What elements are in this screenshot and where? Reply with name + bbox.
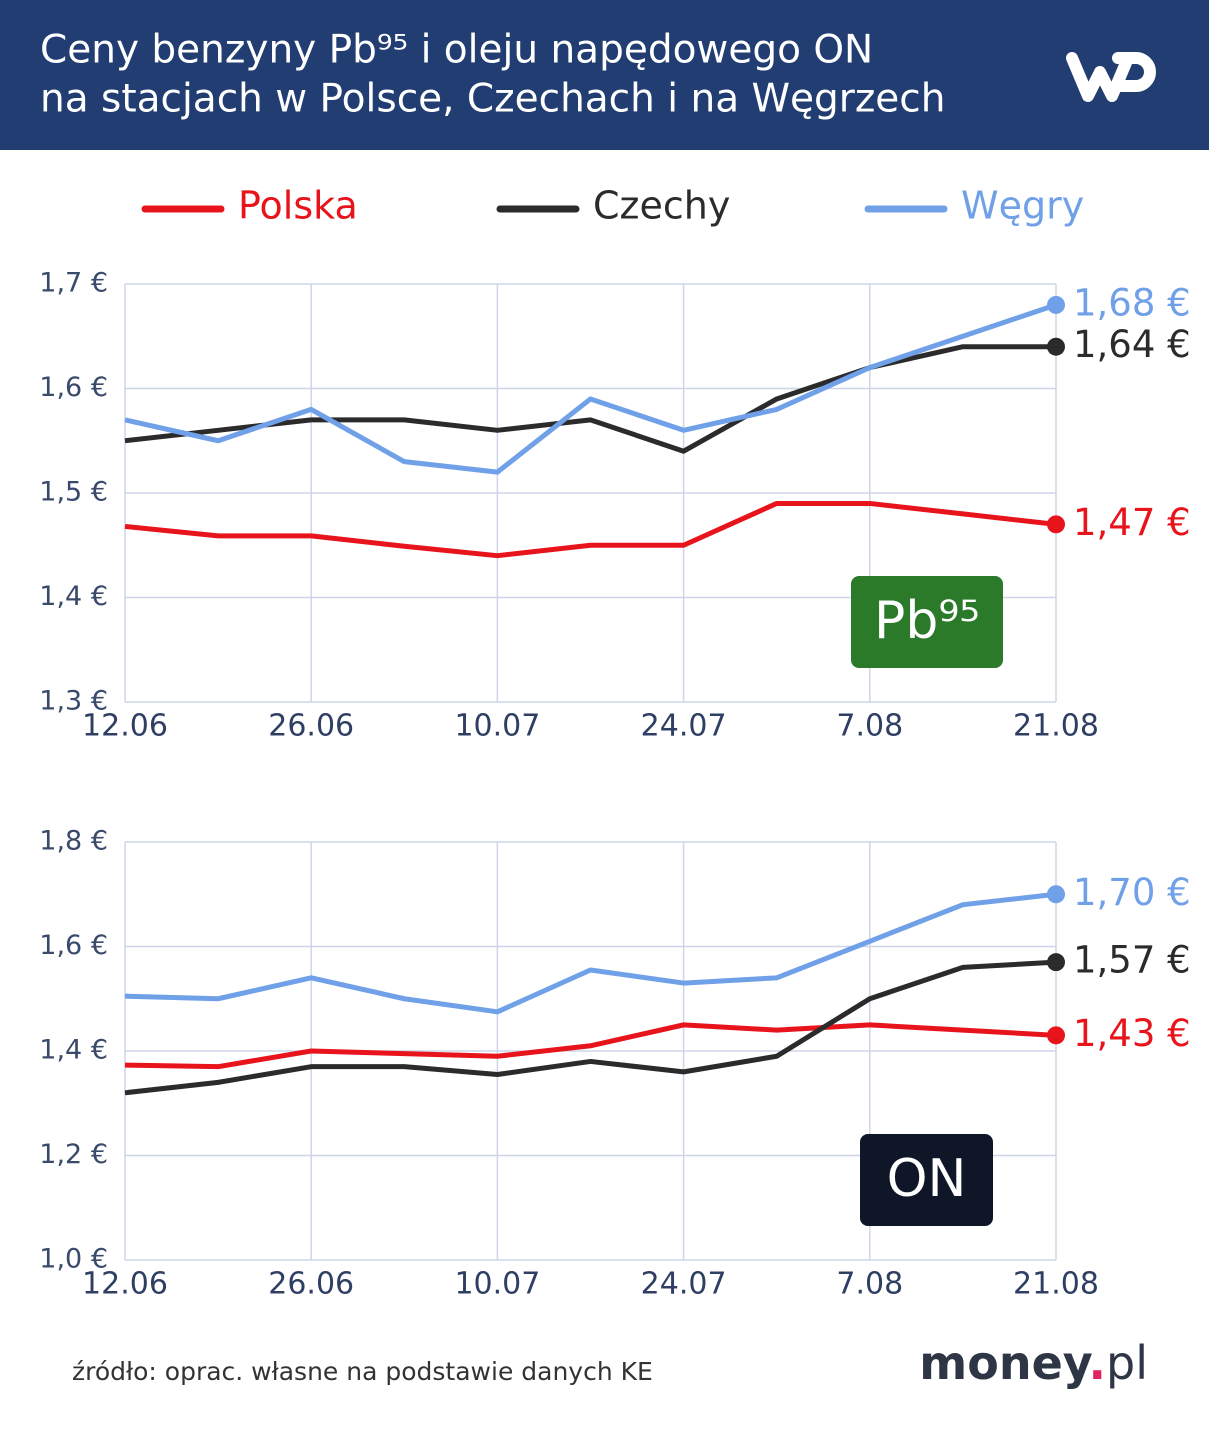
y-tick-label: 1,6 € [39,372,108,403]
y-tick-label: 1,3 € [39,686,108,717]
y-tick-label: 1,5 € [39,477,108,508]
end-point [1047,337,1065,356]
x-tick-label: 7.08 [836,1267,903,1302]
series-line [124,500,1057,559]
value-label: 1,68 € [1073,281,1191,324]
series-line [124,891,1057,1015]
value-label: 1,64 € [1073,323,1191,366]
badge-bg [860,1134,993,1226]
x-tick-label: 26.06 [268,709,354,744]
x-tick-label: 7.08 [836,709,903,744]
end-point [1047,295,1065,314]
y-tick-label: 1,4 € [39,581,108,612]
series-line [124,959,1057,1096]
brand-part: money [919,1336,1092,1390]
value-label: 1,70 € [1073,871,1191,914]
wp-logo [1066,52,1156,102]
y-tick-label: 1,8 € [39,826,108,857]
source: źródło: oprac. własne na podstawie danyc… [72,1357,653,1386]
header-band [0,0,1209,150]
value-label: 1,47 € [1073,501,1191,544]
legend-label: Węgry [961,184,1084,228]
x-tick-label: 10.07 [454,709,540,744]
x-tick-label: 12.06 [82,1267,168,1302]
x-tick-label: 21.08 [1013,709,1099,744]
badge: Pb⁹⁵ [874,591,980,651]
end-point [1047,515,1065,534]
brand-part: . [1089,1336,1106,1390]
brand: money.pl [919,1336,1148,1390]
end-point [1047,953,1065,972]
y-tick-label: 1,0 € [39,1244,108,1275]
y-tick-label: 1,7 € [39,268,108,299]
series-line [124,302,1057,475]
x-tick-label: 26.06 [268,1267,354,1302]
value-label: 1,43 € [1073,1012,1191,1055]
end-point [1047,1026,1065,1045]
x-tick-label: 12.06 [82,709,168,744]
legend-label: Czechy [593,184,730,228]
y-tick-label: 1,4 € [39,1035,108,1066]
x-tick-label: 21.08 [1013,1267,1099,1302]
brand-part: pl [1106,1336,1148,1390]
badge: ON [887,1149,967,1209]
x-tick-label: 24.07 [641,709,727,744]
value-label: 1,57 € [1073,939,1191,982]
y-tick-label: 1,2 € [39,1139,108,1170]
end-point [1047,885,1065,904]
x-tick-label: 10.07 [454,1267,540,1302]
x-tick-label: 24.07 [641,1267,727,1302]
series-line [124,344,1056,454]
title-line: na stacjach w Polsce, Czechach i na Węgr… [40,77,945,122]
y-tick-label: 1,6 € [39,930,108,961]
badge-bg [851,576,1003,668]
legend-label: Polska [238,184,358,228]
title-line: Ceny benzyny Pb⁹⁵ i oleju napędowego ON [40,28,873,73]
series-line [124,1022,1057,1070]
